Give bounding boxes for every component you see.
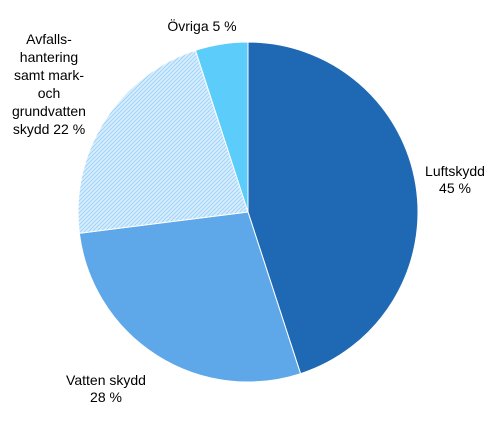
slice-label-line: hantering	[20, 49, 78, 65]
slice-label-vattenskydd: Vatten skydd 28 %	[66, 372, 146, 405]
slice-label-avfallshantering: Avfalls-hantering samt mark-och grundvatte…	[12, 31, 86, 137]
pie-slice-ovriga	[194, 41, 249, 213]
slice-label-line: grundvatten	[12, 103, 86, 119]
slice-label-line: samt mark-	[14, 67, 84, 83]
pie-slice-avfallshantering	[77, 49, 249, 234]
slice-label-line: Avfalls-	[26, 31, 72, 47]
slice-label-line: Vatten skydd	[66, 372, 146, 388]
slice-label-line: 28 %	[90, 389, 122, 405]
pie-slices	[77, 41, 419, 383]
slice-label-ovriga: Övriga 5 %	[167, 17, 236, 34]
slice-label-line: skydd 22 %	[13, 121, 85, 137]
pie-labels: Luftskydd 45 % Vatten skydd 28 % Avfalls-han…	[12, 17, 485, 405]
slice-label-luftskydd: Luftskydd 45 %	[425, 163, 485, 196]
slice-label-line: 45 %	[439, 180, 471, 196]
slice-label-line: Övriga 5 %	[167, 17, 236, 34]
slice-label-line: och	[38, 85, 61, 101]
slice-label-line: Luftskydd	[425, 163, 485, 179]
pie-slice-vattenskydd	[78, 211, 302, 383]
pie-slice-luftskydd	[247, 41, 419, 375]
